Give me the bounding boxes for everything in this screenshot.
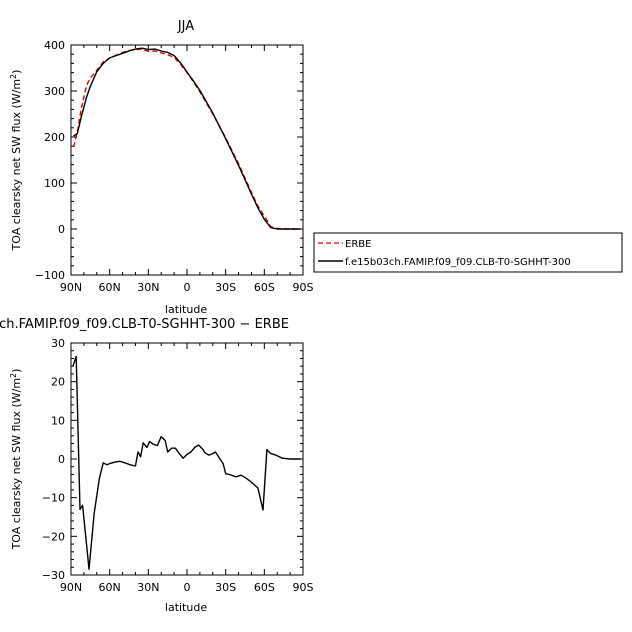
legend-entry-model: f.e15b03ch.FAMIP.f09_f09.CLB-T0-SGHHT-30… — [345, 257, 571, 268]
bottom-plot-frame — [70, 342, 304, 576]
top-series-line-erbe — [72, 48, 301, 230]
top-plot-frame — [70, 44, 304, 276]
bottom-axes-ticks: 90N 60N 30N 0 30S 60S 90S −30 −20 −10 0 10 20 30 — [42, 337, 314, 594]
bottom-series-group — [72, 355, 301, 570]
bottom-x-axis-label: latitude — [165, 601, 207, 614]
top-x-tick-label: 60N — [99, 281, 121, 294]
bottom-series-line-difference — [72, 355, 301, 570]
bottom-y-axis-label: TOA clearsky net SW flux (W/m2) — [9, 369, 23, 551]
top-series-group — [72, 47, 301, 230]
top-y-axis-label-sup: 2 — [9, 74, 18, 79]
top-x-tick-label: 60S — [254, 281, 275, 294]
bottom-y-tick-label: −10 — [42, 492, 65, 505]
top-x-tick-label: 30S — [215, 281, 236, 294]
bottom-x-tick-label: 90S — [293, 581, 314, 594]
bottom-panel: f.e15b03ch.FAMIP.f09_f09.CLB-T0-SGHHT-30… — [0, 317, 314, 614]
top-x-tick-label: 90S — [293, 281, 314, 294]
bottom-y-tick-label: 0 — [58, 453, 65, 466]
bottom-y-axis-label-sup: 2 — [9, 373, 18, 378]
bottom-y-tick-label: 20 — [51, 376, 65, 389]
bottom-x-tick-label: 0 — [184, 581, 191, 594]
top-y-tick-label: 300 — [44, 85, 65, 98]
bottom-x-tick-label: 60N — [99, 581, 121, 594]
top-y-tick-label: −100 — [35, 269, 65, 282]
bottom-x-tick-label: 30N — [137, 581, 159, 594]
bottom-y-tick-label: 10 — [51, 414, 65, 427]
top-y-tick-label: 400 — [44, 39, 65, 52]
top-series-line-model — [73, 47, 301, 230]
top-y-tick-label: 200 — [44, 131, 65, 144]
top-x-tick-label: 90N — [60, 281, 82, 294]
top-x-axis-label: latitude — [165, 303, 207, 316]
top-y-axis-label: TOA clearsky net SW flux (W/m2) — [9, 70, 23, 252]
top-y-axis-label-close: ) — [10, 70, 23, 74]
legend: ERBE f.e15b03ch.FAMIP.f09_f09.CLB-T0-SGH… — [313, 232, 623, 273]
top-chart-title: JJA — [177, 19, 194, 34]
top-y-tick-label: 100 — [44, 177, 65, 190]
bottom-chart-title: f.e15b03ch.FAMIP.f09_f09.CLB-T0-SGHHT-30… — [0, 317, 289, 332]
top-y-tick-label: 0 — [58, 223, 65, 236]
bottom-y-axis-label-close: ) — [10, 369, 23, 373]
bottom-y-axis-label-main: TOA clearsky net SW flux (W/m — [10, 378, 23, 550]
top-axes-ticks: 90N 60N 30N 0 30S 60S 90S −100 0 100 200 300 400 — [35, 39, 314, 294]
legend-box — [313, 232, 623, 273]
bottom-x-tick-label: 90N — [60, 581, 82, 594]
top-x-tick-label: 0 — [184, 281, 191, 294]
top-y-axis-label-main: TOA clearsky net SW flux (W/m — [10, 79, 23, 251]
bottom-x-tick-label: 30S — [215, 581, 236, 594]
top-panel: JJA 90N 60N 30N 0 30S 60S 90S −100 0 100 200 300 400… — [9, 19, 314, 316]
bottom-y-tick-label: 30 — [51, 337, 65, 350]
top-x-tick-label: 30N — [137, 281, 159, 294]
bottom-x-tick-label: 60S — [254, 581, 275, 594]
bottom-y-tick-label: −20 — [42, 530, 65, 543]
bottom-y-tick-label: −30 — [42, 569, 65, 582]
legend-entry-erbe: ERBE — [345, 239, 371, 250]
